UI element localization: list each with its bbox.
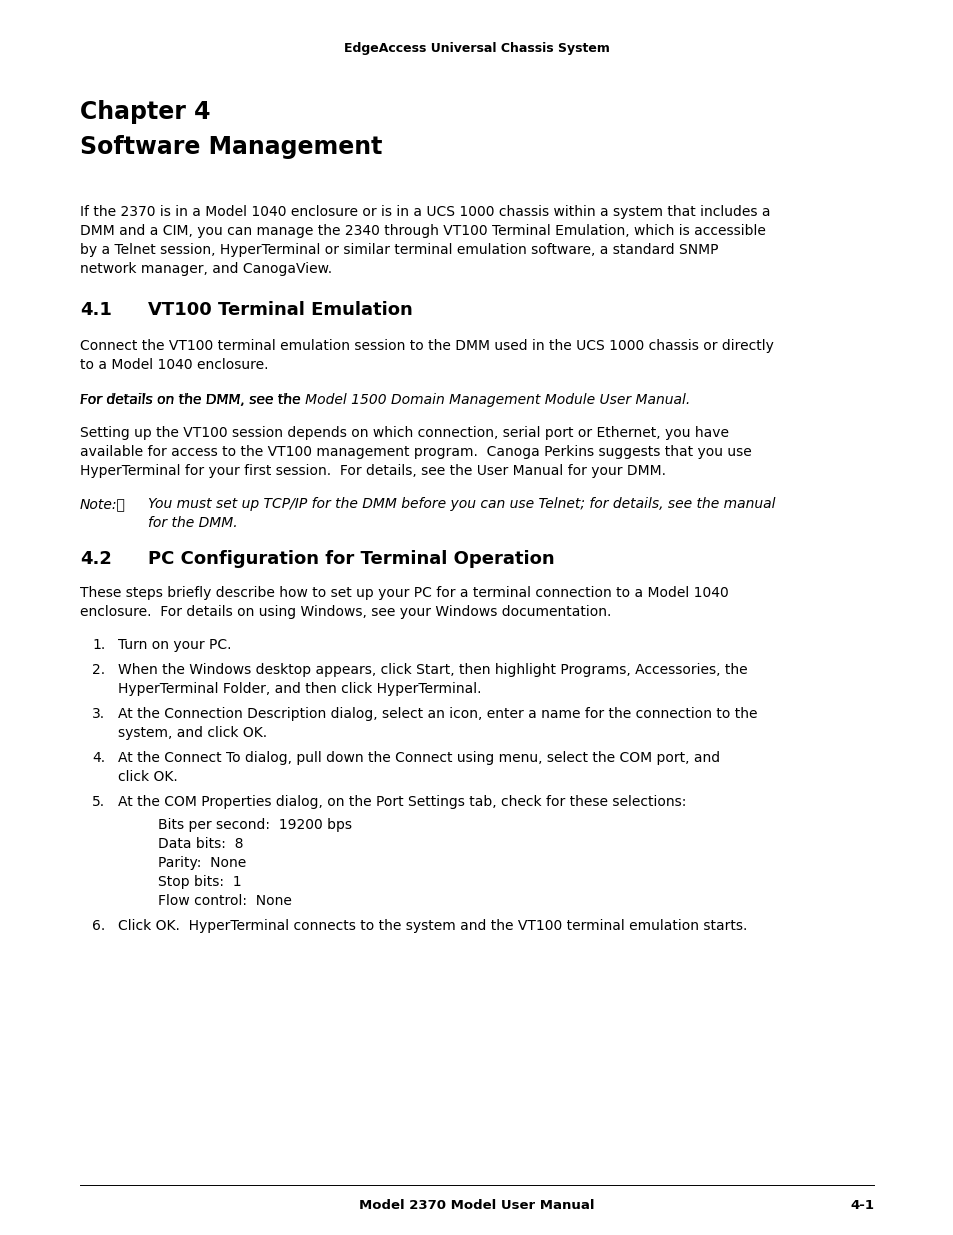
Text: Connect the VT100 terminal emulation session to the DMM used in the UCS 1000 cha: Connect the VT100 terminal emulation ses… bbox=[80, 338, 773, 353]
Text: 4.2: 4.2 bbox=[80, 550, 112, 568]
Text: At the Connect To dialog, pull down the Connect using menu, select the COM port,: At the Connect To dialog, pull down the … bbox=[118, 751, 720, 764]
Text: If the 2370 is in a Model 1040 enclosure or is in a UCS 1000 chassis within a sy: If the 2370 is in a Model 1040 enclosure… bbox=[80, 205, 770, 219]
Text: These steps briefly describe how to set up your PC for a terminal connection to : These steps briefly describe how to set … bbox=[80, 585, 728, 600]
Text: At the Connection Description dialog, select an icon, enter a name for the conne: At the Connection Description dialog, se… bbox=[118, 706, 757, 721]
Text: to a Model 1040 enclosure.: to a Model 1040 enclosure. bbox=[80, 358, 268, 372]
Text: Click OK.  HyperTerminal connects to the system and the VT100 terminal emulation: Click OK. HyperTerminal connects to the … bbox=[118, 919, 746, 932]
Text: 3.: 3. bbox=[91, 706, 105, 721]
Text: 1.: 1. bbox=[91, 638, 105, 652]
Text: 2.: 2. bbox=[91, 663, 105, 677]
Text: 4-1: 4-1 bbox=[849, 1199, 873, 1212]
Text: DMM and a CIM, you can manage the 2340 through VT100 Terminal Emulation, which i: DMM and a CIM, you can manage the 2340 t… bbox=[80, 224, 765, 238]
Text: for the DMM.: for the DMM. bbox=[148, 516, 237, 530]
Text: Data bits:  8: Data bits: 8 bbox=[158, 837, 243, 851]
Text: 5.: 5. bbox=[91, 795, 105, 809]
Text: PC Configuration for Terminal Operation: PC Configuration for Terminal Operation bbox=[148, 550, 554, 568]
Text: Turn on your PC.: Turn on your PC. bbox=[118, 638, 232, 652]
Text: network manager, and CanogaView.: network manager, and CanogaView. bbox=[80, 262, 332, 275]
Text: 4.: 4. bbox=[91, 751, 105, 764]
Text: Model 2370 Model User Manual: Model 2370 Model User Manual bbox=[359, 1199, 594, 1212]
Text: EdgeAccess Universal Chassis System: EdgeAccess Universal Chassis System bbox=[344, 42, 609, 56]
Text: 4.1: 4.1 bbox=[80, 301, 112, 319]
Text: Software Management: Software Management bbox=[80, 135, 382, 159]
Text: You must set up TCP/IP for the DMM before you can use Telnet; for details, see t: You must set up TCP/IP for the DMM befor… bbox=[148, 496, 775, 511]
Text: For details on the DMM, see the: For details on the DMM, see the bbox=[80, 393, 304, 408]
Text: Stop bits:  1: Stop bits: 1 bbox=[158, 876, 241, 889]
Text: At the COM Properties dialog, on the Port Settings tab, check for these selectio: At the COM Properties dialog, on the Por… bbox=[118, 795, 685, 809]
Text: enclosure.  For details on using Windows, see your Windows documentation.: enclosure. For details on using Windows,… bbox=[80, 605, 611, 619]
Text: VT100 Terminal Emulation: VT100 Terminal Emulation bbox=[148, 301, 413, 319]
Text: Setting up the VT100 session depends on which connection, serial port or Etherne: Setting up the VT100 session depends on … bbox=[80, 426, 728, 440]
Text: 6.: 6. bbox=[91, 919, 105, 932]
Text: click OK.: click OK. bbox=[118, 769, 177, 784]
Text: Parity:  None: Parity: None bbox=[158, 856, 246, 869]
Text: HyperTerminal for your first session.  For details, see the User Manual for your: HyperTerminal for your first session. Fo… bbox=[80, 464, 665, 478]
Text: by a Telnet session, HyperTerminal or similar terminal emulation software, a sta: by a Telnet session, HyperTerminal or si… bbox=[80, 243, 718, 257]
Text: When the Windows desktop appears, click Start, then highlight Programs, Accessor: When the Windows desktop appears, click … bbox=[118, 663, 747, 677]
Text: available for access to the VT100 management program.  Canoga Perkins suggests t: available for access to the VT100 manage… bbox=[80, 445, 751, 459]
Text: HyperTerminal Folder, and then click HyperTerminal.: HyperTerminal Folder, and then click Hyp… bbox=[118, 682, 481, 697]
Text: For details on the DMM, see the Model 1500 Domain Management Module User Manual.: For details on the DMM, see the Model 15… bbox=[80, 393, 690, 408]
Text: Flow control:  None: Flow control: None bbox=[158, 894, 292, 908]
Text: Bits per second:  19200 bps: Bits per second: 19200 bps bbox=[158, 818, 352, 832]
Text: Note:: Note: bbox=[80, 496, 126, 511]
Text: system, and click OK.: system, and click OK. bbox=[118, 726, 267, 740]
Text: Chapter 4: Chapter 4 bbox=[80, 100, 211, 124]
